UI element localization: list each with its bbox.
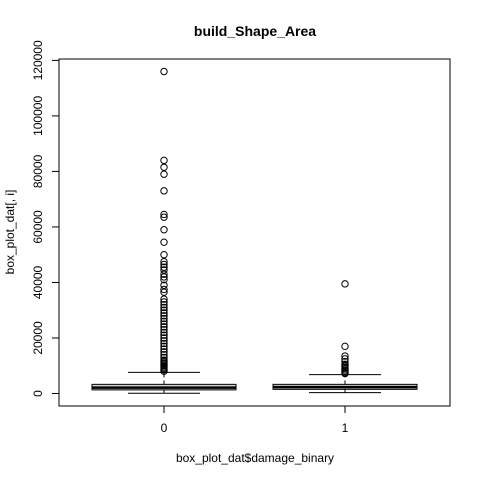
outlier-point xyxy=(160,345,168,353)
outlier-point xyxy=(160,213,168,221)
outlier-point xyxy=(160,298,168,306)
outlier-point xyxy=(160,275,168,284)
y-axis-label: box_plot_dat[, i] xyxy=(3,190,17,275)
outlier-point xyxy=(341,342,349,351)
y-axis: 0 20000 40000 60000 80000 100000 120000 xyxy=(31,40,60,397)
boxes-group xyxy=(91,67,418,394)
outlier-point xyxy=(160,306,168,314)
y-tick-label: 60000 xyxy=(31,210,45,244)
plot-frame xyxy=(58,58,451,407)
outlier-point xyxy=(160,309,168,317)
outlier-point xyxy=(160,210,168,219)
outlier-point xyxy=(160,67,168,76)
outlier-point xyxy=(160,339,168,348)
outlier-point xyxy=(160,251,168,259)
outlier-point xyxy=(160,270,168,278)
outlier-point xyxy=(160,238,168,246)
outlier-point xyxy=(160,303,168,312)
chart-title: build_Shape_Area xyxy=(194,23,316,39)
outlier-point xyxy=(160,312,168,320)
y-tick-label: 40000 xyxy=(31,265,45,299)
y-tick-label: 20000 xyxy=(31,321,45,355)
outlier-point xyxy=(341,357,349,366)
outlier-point xyxy=(160,260,168,269)
outlier-point xyxy=(160,317,168,326)
outlier-point xyxy=(160,170,168,178)
outlier-point xyxy=(341,369,349,378)
outlier-point xyxy=(160,328,168,337)
outlier-point xyxy=(160,285,168,294)
outlier-point xyxy=(160,350,168,359)
outlier-point xyxy=(341,355,349,363)
outlier-point xyxy=(160,295,168,303)
outlier-point xyxy=(341,280,349,288)
outlier-point xyxy=(160,348,168,356)
x-axis-label: box_plot_dat$damage_binary xyxy=(176,451,334,465)
y-tick-label: 120000 xyxy=(31,40,45,80)
outlier-point xyxy=(160,187,168,195)
outlier-point xyxy=(160,226,168,234)
outlier-point xyxy=(160,353,168,362)
x-tick-label: 1 xyxy=(342,421,349,435)
box-group-0 xyxy=(91,67,237,394)
outlier-point xyxy=(160,266,168,274)
x-tick-label: 0 xyxy=(161,421,168,435)
outlier-point xyxy=(160,273,168,281)
outlier-point xyxy=(341,352,349,360)
outlier-point xyxy=(160,281,168,289)
box-group-1 xyxy=(272,280,418,394)
y-tick-label: 100000 xyxy=(31,96,45,136)
outlier-point xyxy=(160,320,168,328)
outlier-point xyxy=(160,337,168,345)
outlier-point xyxy=(160,300,168,309)
outlier-point xyxy=(160,367,168,375)
outlier-point xyxy=(160,331,168,339)
y-tick-label: 80000 xyxy=(31,154,45,188)
outlier-point xyxy=(160,314,168,323)
outlier-point xyxy=(160,263,168,271)
outlier-point xyxy=(160,325,168,334)
outlier-point xyxy=(160,334,168,342)
outlier-point xyxy=(160,257,168,266)
outlier-point xyxy=(160,323,168,331)
y-tick-label: 0 xyxy=(31,390,45,397)
outlier-point xyxy=(160,156,168,165)
outlier-point xyxy=(160,342,168,351)
outlier-point xyxy=(160,163,168,171)
outlier-point xyxy=(160,288,168,296)
